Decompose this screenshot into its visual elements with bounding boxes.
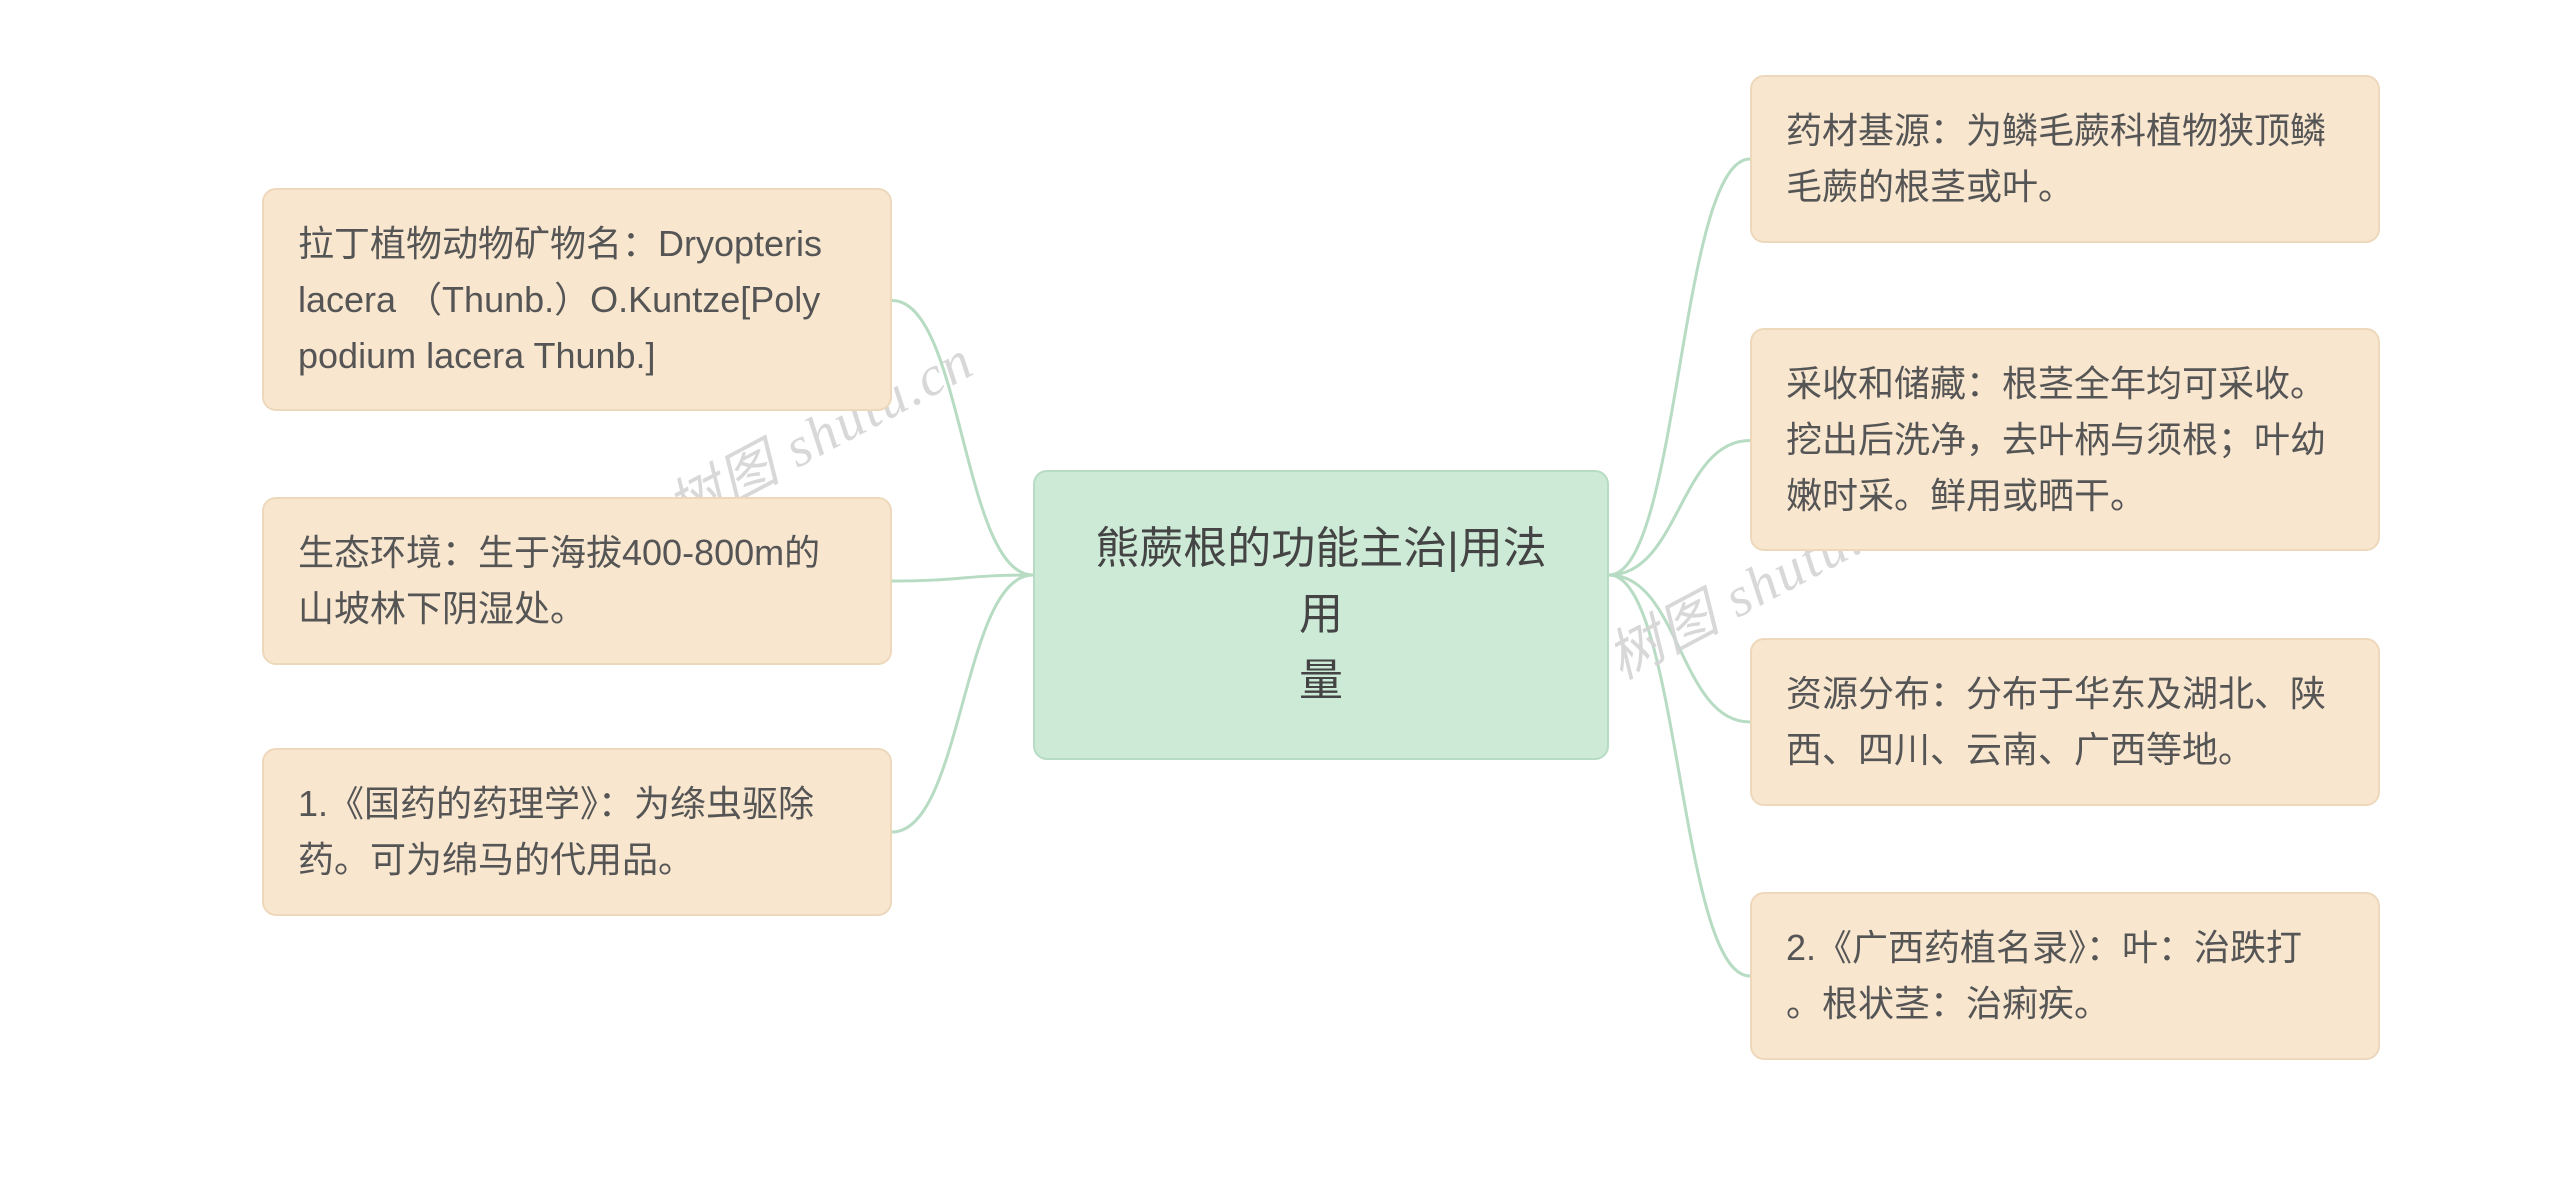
left-child-node: 1.《国药的药理学》：为绦虫驱除药。可为绵马的代用品。: [262, 748, 892, 916]
left-child-node: 生态环境：生于海拔400-800m的山坡林下阴湿处。: [262, 497, 892, 665]
right-child-node: 资源分布：分布于华东及湖北、陕西、四川、云南、广西等地。: [1750, 638, 2380, 806]
right-child-node: 2.《广西药植名录》：叶：治跌打。根状茎：治痢疾。: [1750, 892, 2380, 1060]
right-child-node: 药材基源：为鳞毛蕨科植物狭顶鳞毛蕨的根茎或叶。: [1750, 75, 2380, 243]
right-child-node: 采收和储藏：根茎全年均可采收。挖出后洗净，去叶柄与须根；叶幼嫩时采。鲜用或晒干。: [1750, 328, 2380, 551]
center-node: 熊蕨根的功能主治|用法用量: [1033, 470, 1609, 760]
mindmap-canvas: 树图 shutu.cn 树图 shutu.cn 熊蕨根的功能主治|用法用量 拉丁…: [0, 0, 2560, 1189]
left-child-node: 拉丁植物动物矿物名：Dryopterislacera （Thunb.）O.Kun…: [262, 188, 892, 411]
